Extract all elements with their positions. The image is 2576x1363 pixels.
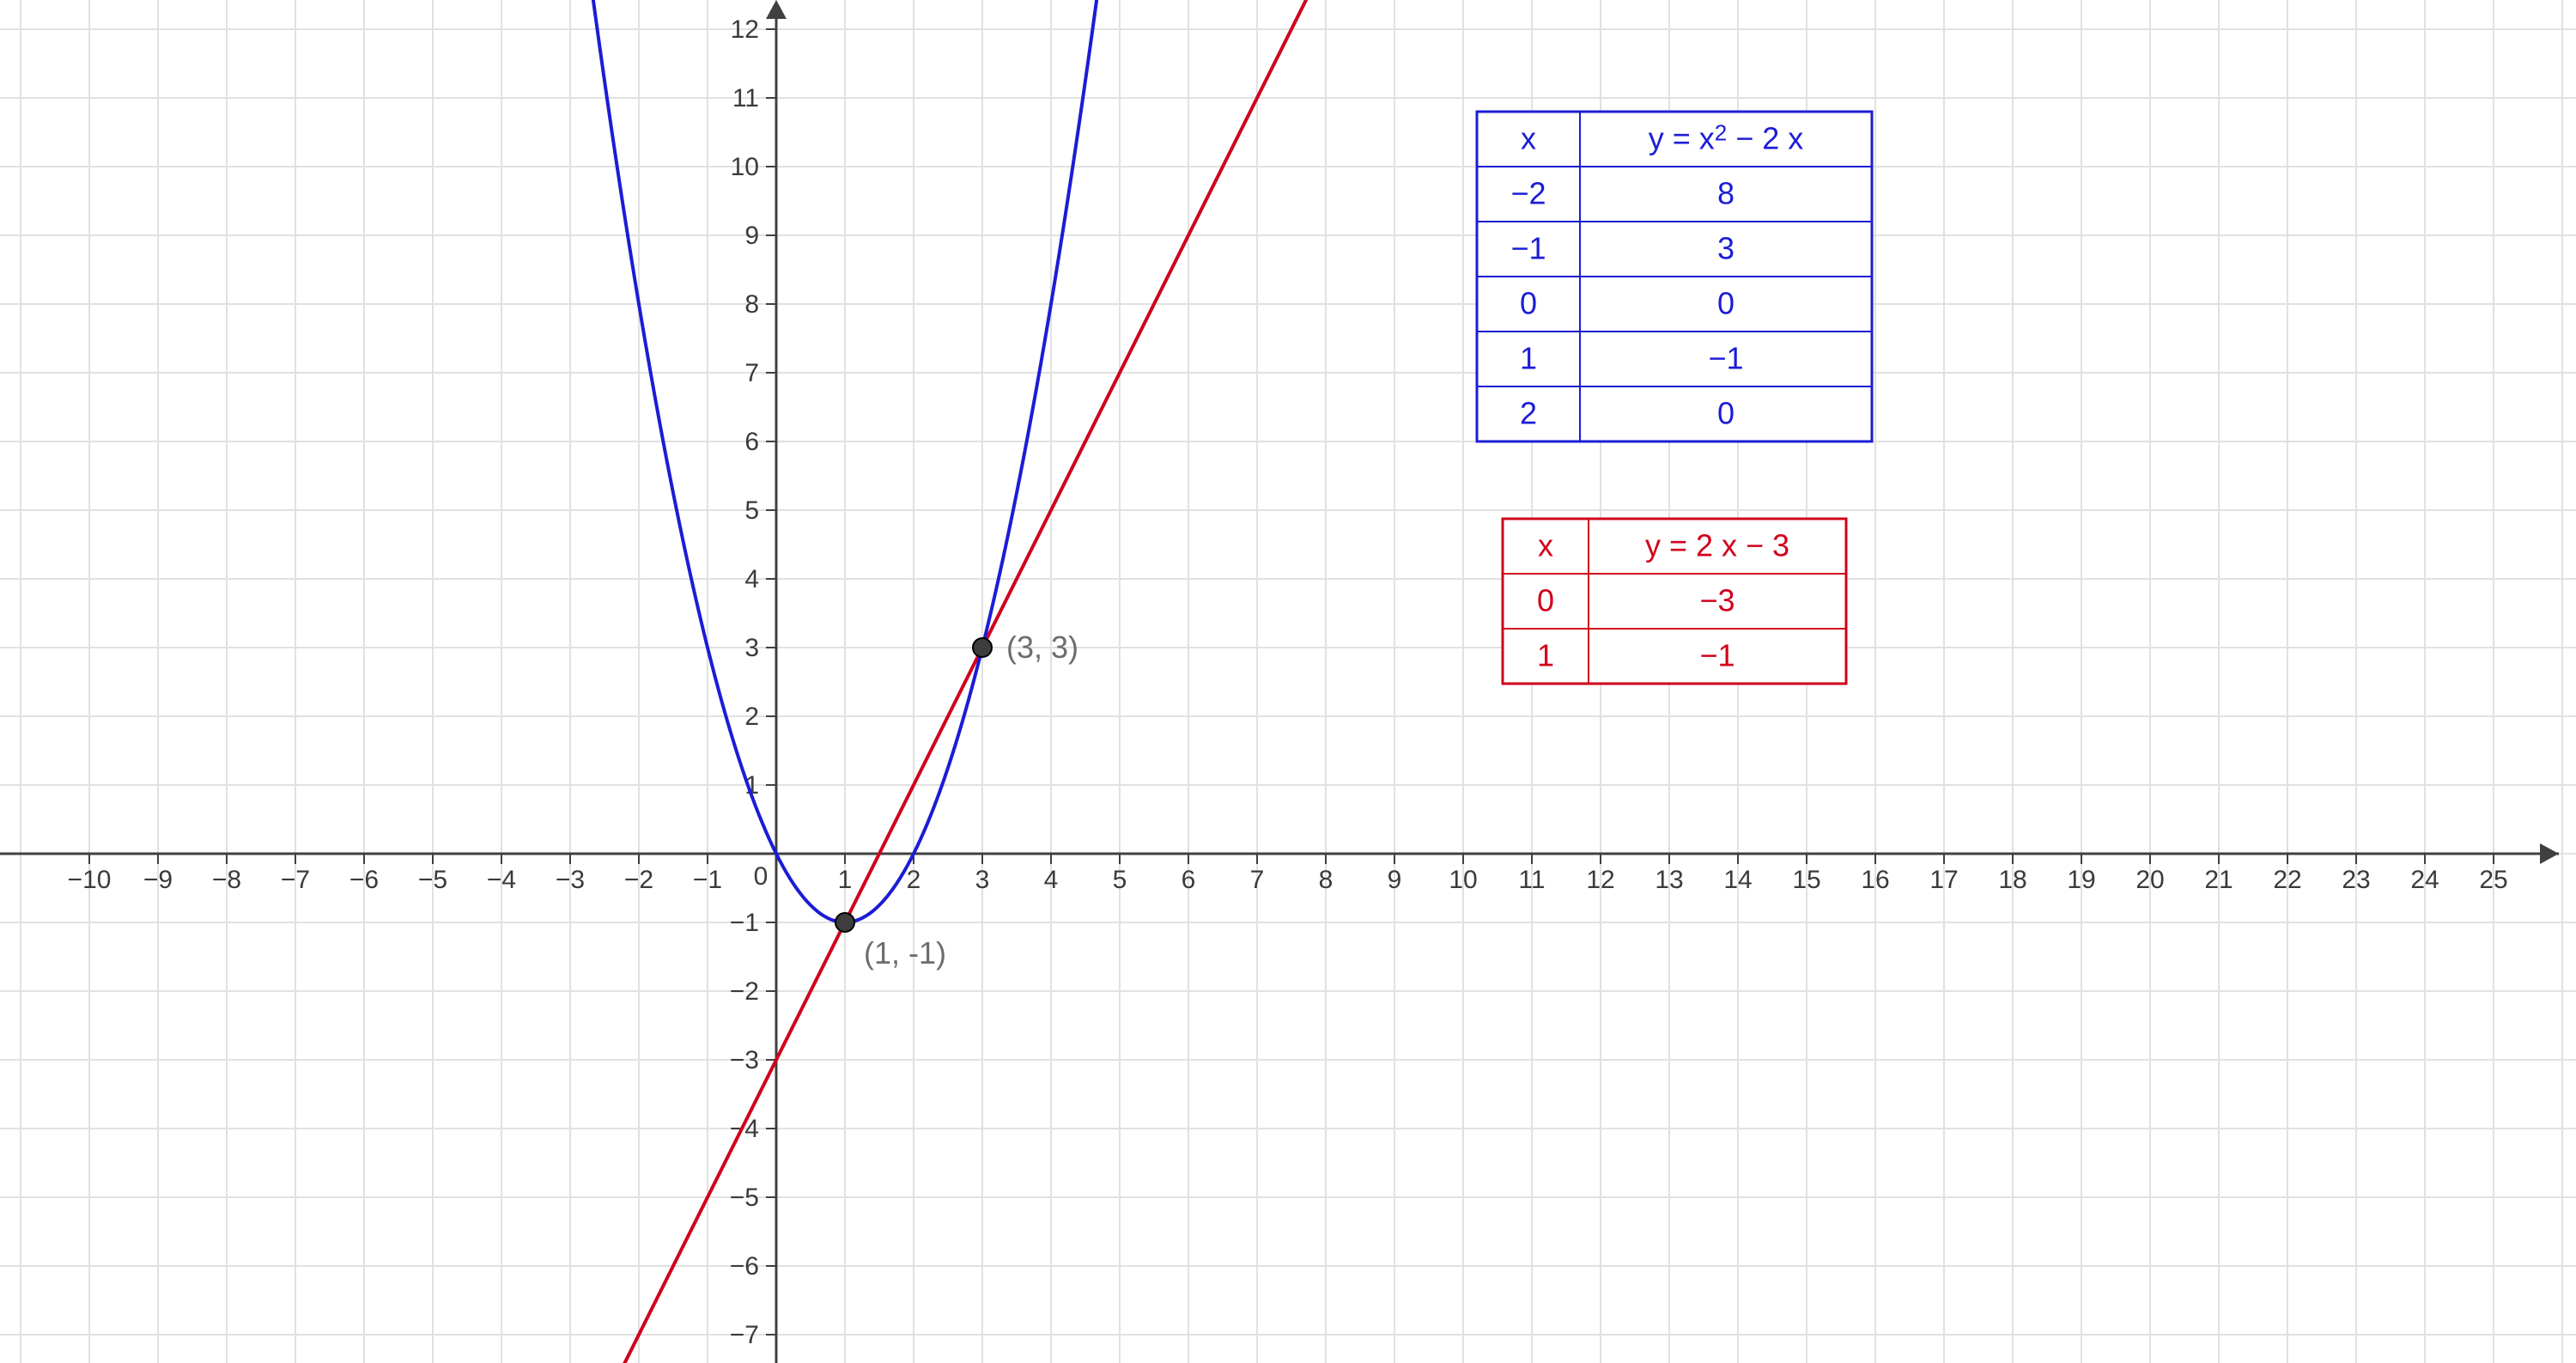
y-tick-label: 7 <box>744 359 759 387</box>
table-cell-y: 3 <box>1717 231 1735 266</box>
x-tick-label: −3 <box>556 866 585 894</box>
y-tick-label: 3 <box>744 634 759 662</box>
x-tick-label: 16 <box>1861 866 1889 894</box>
x-tick-label: 7 <box>1250 866 1265 894</box>
table-cell-x: 0 <box>1537 583 1554 618</box>
table-cell-x: 1 <box>1537 638 1554 673</box>
table-cell-x: 1 <box>1520 341 1537 376</box>
point-label: (1, -1) <box>864 935 946 971</box>
y-tick-label: 8 <box>744 290 759 319</box>
x-tick-label: 1 <box>838 866 853 894</box>
table-line: x y = 2 x − 3 0 −3 1 −1 <box>1503 519 1846 684</box>
x-tick-label: 25 <box>2479 866 2507 894</box>
y-tick-label: 6 <box>744 428 759 456</box>
y-tick-label: −7 <box>730 1321 759 1349</box>
y-tick-label: −1 <box>730 909 759 937</box>
x-tick-label: 18 <box>1998 866 2026 894</box>
y-tick-label: 4 <box>744 565 759 593</box>
x-tick-label: −8 <box>212 866 241 894</box>
y-tick-label: 12 <box>731 15 759 44</box>
table-cell-x: −2 <box>1510 176 1546 211</box>
x-tick-label: 24 <box>2410 866 2439 894</box>
y-ticks: −7−6−5−4−3−2−1123456789101112 <box>730 15 776 1349</box>
table-cell-y: −1 <box>1699 638 1735 673</box>
y-tick-label: −4 <box>730 1115 759 1143</box>
x-tick-label: 20 <box>2136 866 2164 894</box>
x-ticks: −10−9−8−7−6−5−4−3−2−10123456789101112131… <box>68 854 2508 894</box>
axes <box>0 0 2559 1363</box>
x-tick-label: −4 <box>487 866 516 894</box>
x-tick-label: 17 <box>1929 866 1958 894</box>
x-tick-label: −2 <box>624 866 653 894</box>
x-tick-label: −1 <box>693 866 722 894</box>
x-tick-label: 14 <box>1723 866 1752 894</box>
y-tick-label: −5 <box>730 1183 759 1212</box>
x-tick-label: 6 <box>1182 866 1196 894</box>
table-cell-x: −1 <box>1510 231 1546 266</box>
table-cell-y: 0 <box>1717 396 1735 431</box>
x-tick-label: 13 <box>1655 866 1683 894</box>
y-tick-label: −3 <box>730 1046 759 1074</box>
x-tick-label: −7 <box>281 866 310 894</box>
y-tick-label: −6 <box>730 1252 759 1281</box>
table-cell-y: −1 <box>1708 341 1743 376</box>
y-tick-label: 9 <box>744 222 759 250</box>
table-cell-y: 8 <box>1717 176 1735 211</box>
x-tick-label: 12 <box>1586 866 1614 894</box>
y-tick-label: 5 <box>744 496 759 525</box>
x-tick-label: 3 <box>975 866 990 894</box>
x-tick-label: −9 <box>143 866 173 894</box>
x-tick-label: 4 <box>1044 866 1059 894</box>
table-parabola: xy = x2 − 2 x−28−13001−120 <box>1477 112 1872 441</box>
coordinate-plot: −10−9−8−7−6−5−4−3−2−10123456789101112131… <box>0 0 2576 1363</box>
table-cell-y: −3 <box>1699 583 1735 618</box>
table-cell-x: 0 <box>1520 286 1537 321</box>
x-tick-label: 5 <box>1113 866 1127 894</box>
intersection-point <box>973 638 992 657</box>
y-tick-label: 2 <box>744 703 759 731</box>
origin-label: 0 <box>754 862 769 891</box>
table-header-x: x <box>1538 528 1553 563</box>
y-tick-label: 10 <box>731 153 759 181</box>
x-tick-label: 2 <box>907 866 921 894</box>
x-tick-label: 11 <box>1518 866 1545 894</box>
x-tick-label: 23 <box>2342 866 2370 894</box>
x-tick-label: 15 <box>1792 866 1820 894</box>
table-cell-y: 0 <box>1717 286 1735 321</box>
x-tick-label: 19 <box>2067 866 2095 894</box>
x-tick-label: −6 <box>349 866 379 894</box>
y-tick-label: −2 <box>730 977 759 1006</box>
x-tick-label: 21 <box>2204 866 2233 894</box>
y-tick-label: 11 <box>732 84 759 113</box>
x-tick-label: −10 <box>68 866 112 894</box>
table-header-x: x <box>1521 121 1536 156</box>
x-tick-label: 22 <box>2273 866 2301 894</box>
point-label: (3, 3) <box>1006 630 1078 665</box>
x-tick-label: 10 <box>1449 866 1477 894</box>
intersection-point <box>835 913 854 932</box>
x-tick-label: 9 <box>1388 866 1402 894</box>
table-cell-x: 2 <box>1520 396 1537 431</box>
grid <box>0 0 2576 1363</box>
table-header-y: y = 2 x − 3 <box>1645 528 1789 563</box>
x-tick-label: 8 <box>1319 866 1334 894</box>
x-tick-label: −5 <box>418 866 447 894</box>
